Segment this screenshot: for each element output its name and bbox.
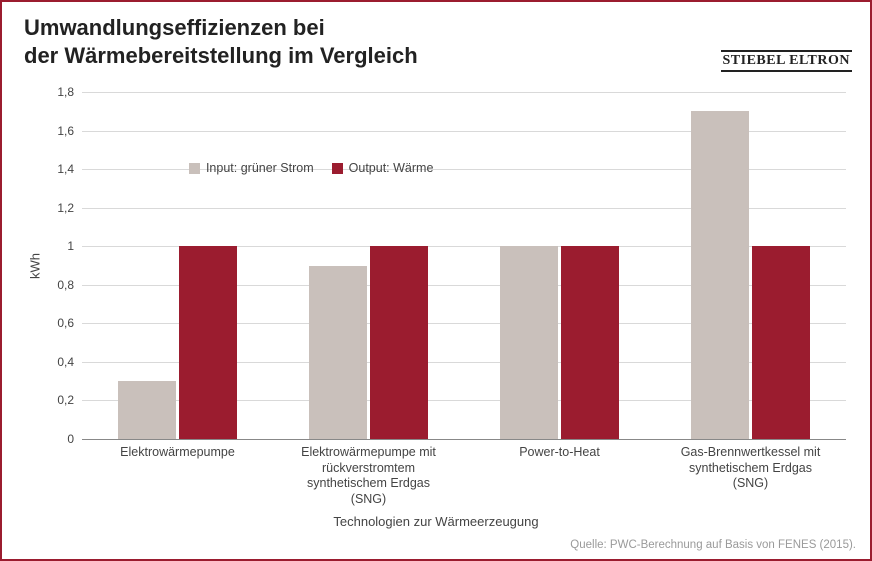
bar-input [691, 111, 748, 439]
bar-output [370, 246, 427, 439]
y-tick-label: 1,8 [57, 85, 74, 99]
x-category-label: Power-to-Heat [464, 445, 655, 461]
chart-title-line2: der Wärmebereitstellung im Vergleich [24, 42, 418, 70]
chart-title-line1: Umwandlungseffizienzen bei [24, 14, 418, 42]
gridline [82, 439, 846, 440]
x-category-label: Elektrowärmepumpe mitrückverstromtemsynt… [273, 445, 464, 508]
bar-input [500, 246, 557, 439]
legend-item: Output: Wärme [332, 161, 434, 175]
bar-input [309, 266, 366, 440]
bar-output [752, 246, 809, 439]
y-tick-label: 0,2 [57, 393, 74, 407]
y-tick-label: 0,8 [57, 278, 74, 292]
bars-layer [82, 92, 846, 439]
legend-swatch [189, 163, 200, 174]
x-category-label: Elektrowärmepumpe [82, 445, 273, 461]
legend: Input: grüner Strom Output: Wärme [189, 161, 433, 175]
y-tick-label: 0 [67, 432, 74, 446]
legend-swatch [332, 163, 343, 174]
chart-area: kWh 0 0,2 0,4 0,6 0,8 1 1,2 1,4 1,6 1,8 Input: gr… [2, 82, 870, 559]
bar-input [118, 381, 175, 439]
bar-output [561, 246, 618, 439]
plot-area: kWh 00,20,40,60,811,21,41,61,8 Input: gr… [82, 92, 846, 439]
bar-output [179, 246, 236, 439]
source-text: Quelle: PWC-Berechnung auf Basis von FEN… [570, 539, 856, 551]
legend-item: Input: grüner Strom [189, 161, 314, 175]
y-tick-label: 1 [67, 239, 74, 253]
y-tick-label: 0,6 [57, 316, 74, 330]
y-tick-label: 1,6 [57, 124, 74, 138]
x-category-label: Gas-Brennwertkessel mitsynthetischem Erd… [655, 445, 846, 492]
legend-label: Input: grüner Strom [206, 161, 314, 175]
y-tick-label: 1,2 [57, 201, 74, 215]
y-tick-label: 0,4 [57, 355, 74, 369]
legend-label: Output: Wärme [349, 161, 434, 175]
x-axis-title: Technologien zur Wärmeerzeugung [2, 514, 870, 529]
chart-frame: Umwandlungseffizienzen bei der Wärmebere… [0, 0, 872, 561]
y-axis-label: kWh [28, 253, 43, 279]
chart-title: Umwandlungseffizienzen bei der Wärmebere… [24, 14, 418, 69]
brand-logo: STIEBEL ELTRON [721, 50, 853, 72]
y-tick-label: 1,4 [57, 162, 74, 176]
